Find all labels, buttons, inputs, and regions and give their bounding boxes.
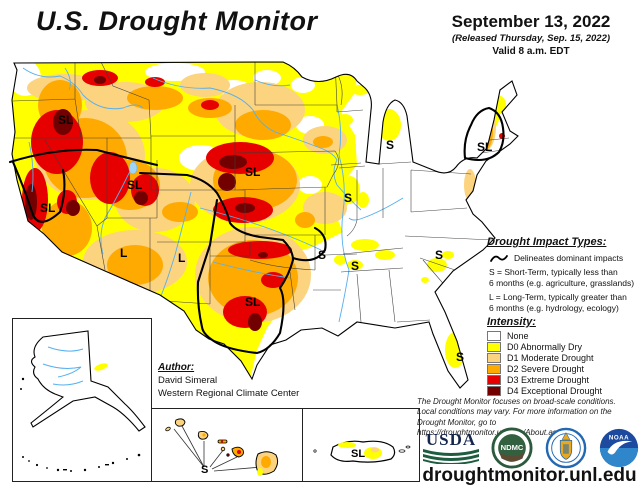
island-lanai <box>220 446 226 452</box>
long-term-definition: L = Long-Term, typically greater than 6 … <box>489 292 627 313</box>
usda-swoosh <box>423 448 479 464</box>
delineates-label: Delineates dominant impacts <box>514 253 624 263</box>
intensity-label-d2: D2 Severe Drought <box>507 364 585 374</box>
release-date: (Released Thursday, Sep. 15, 2022) <box>451 33 611 44</box>
impact-label-pacific-northwest: SL <box>58 113 73 127</box>
intensity-label-d1: D1 Moderate Drought <box>507 353 594 363</box>
impact-label-florida: S <box>456 350 464 364</box>
intensity-heading: Intensity: <box>487 316 536 328</box>
impact-label-michigan: S <box>386 138 394 152</box>
short-term-definition: S = Short-Term, typically less than 6 mo… <box>489 267 635 288</box>
conus-drought-map: SL SL SL L L SL SL S S S S S S SL <box>8 61 519 389</box>
author-name: David Simeral <box>158 375 218 386</box>
website-url: droughtmonitor.unl.edu <box>422 465 637 486</box>
impact-label-tennessee-valley: S <box>351 259 359 273</box>
intensity-item-d1: D1 Moderate Drought <box>487 353 639 363</box>
aleutian-islands <box>22 453 141 472</box>
impact-labels: SL SL SL L L SL SL S S S S S S SL <box>40 113 492 364</box>
hawaii-inset: S <box>151 408 303 482</box>
intensity-swatch-none <box>487 331 501 341</box>
rivers <box>22 67 468 323</box>
agency-logos: USDA NDMC <box>422 427 640 469</box>
intensity-item-d3: D3 Extreme Drought <box>487 375 639 385</box>
impact-label-illinois: S <box>344 191 352 205</box>
svg-text:NOAA: NOAA <box>609 434 629 441</box>
intensity-label-none: None <box>507 331 529 341</box>
impact-delineation-lines <box>8 106 505 355</box>
impact-label-arizona: L <box>120 246 127 260</box>
disclaimer-text: The Drought Monitor focuses on broad-sca… <box>417 397 616 438</box>
impact-label-texas: SL <box>245 295 260 309</box>
puerto-rico-inset: SL <box>302 408 420 482</box>
impact-label-south-carolina: S <box>435 248 443 262</box>
impact-label-great-basin-utah: SL <box>127 178 142 192</box>
intensity-label-d3: D3 Extreme Drought <box>507 375 590 385</box>
usda-logo: USDA <box>422 431 480 464</box>
alaska-d0-patch <box>94 363 108 371</box>
hawaii-callout-lines <box>173 425 263 472</box>
impact-types-legend: Drought Impact Types: Delineates dominan… <box>487 236 639 314</box>
island-kauai <box>174 418 186 427</box>
author-block: Author: David Simeral Western Regional C… <box>158 362 308 399</box>
island-kahoolawe <box>226 453 230 457</box>
impact-label-nebraska-plains: SL <box>245 165 260 179</box>
author-org: Western Regional Climate Center <box>158 388 300 399</box>
impact-label-missouri: S <box>318 248 326 262</box>
island-niihau <box>165 426 171 432</box>
map-date: September 13, 2022 <box>451 12 611 31</box>
intensity-rows: None D0 Abnormally Dry D1 Moderate Drought… <box>487 331 639 396</box>
author-heading: Author: <box>158 362 195 373</box>
svg-text:NDMC: NDMC <box>501 443 524 452</box>
alaska-rivers <box>42 346 84 386</box>
hawaii-impact-label: S <box>201 464 208 476</box>
alaska-outline <box>30 330 146 432</box>
impact-legend-heading: Drought Impact Types: <box>487 236 607 248</box>
intensity-item-d4: D4 Exceptional Drought <box>487 386 639 396</box>
valid-time: Valid 8 a.m. EDT <box>492 46 570 57</box>
intensity-label-d0: D0 Abnormally Dry <box>507 342 583 352</box>
impact-label-california: SL <box>40 201 55 215</box>
impact-label-new-mexico: L <box>178 251 185 265</box>
drought-intensity-layers <box>12 62 510 380</box>
intensity-swatch-d0 <box>487 342 501 352</box>
aleutian-islands-inset <box>12 447 152 482</box>
island-culebra <box>405 445 411 449</box>
island-vieques <box>398 449 406 453</box>
commerce-seal-logo <box>545 427 587 469</box>
intensity-legend: Intensity: None D0 Abnormally Dry D1 Moder… <box>487 316 639 397</box>
alaska-inset <box>12 318 152 448</box>
us-coastline <box>11 61 519 389</box>
intensity-swatch-d3 <box>487 375 501 385</box>
ndmc-logo: NDMC <box>491 427 533 469</box>
intensity-swatch-d1 <box>487 353 501 363</box>
puerto-rico-impact-label: SL <box>351 448 365 460</box>
delineation-squiggle-icon <box>490 255 508 262</box>
intensity-item-d2: D2 Severe Drought <box>487 364 639 374</box>
date-block: September 13, 2022 (Released Thursday, S… <box>424 12 638 57</box>
intensity-item-d0: D0 Abnormally Dry <box>487 342 639 352</box>
island-mona <box>313 449 317 453</box>
state-borders <box>12 62 510 323</box>
noaa-logo: NOAA <box>598 427 640 469</box>
intensity-swatch-d4 <box>487 386 501 396</box>
intensity-item-none: None <box>487 331 639 341</box>
intensity-swatch-d2 <box>487 364 501 374</box>
intensity-label-d4: D4 Exceptional Drought <box>507 386 603 396</box>
page-title: U.S. Drought Monitor <box>36 6 318 36</box>
impact-label-new-england: SL <box>477 140 492 154</box>
